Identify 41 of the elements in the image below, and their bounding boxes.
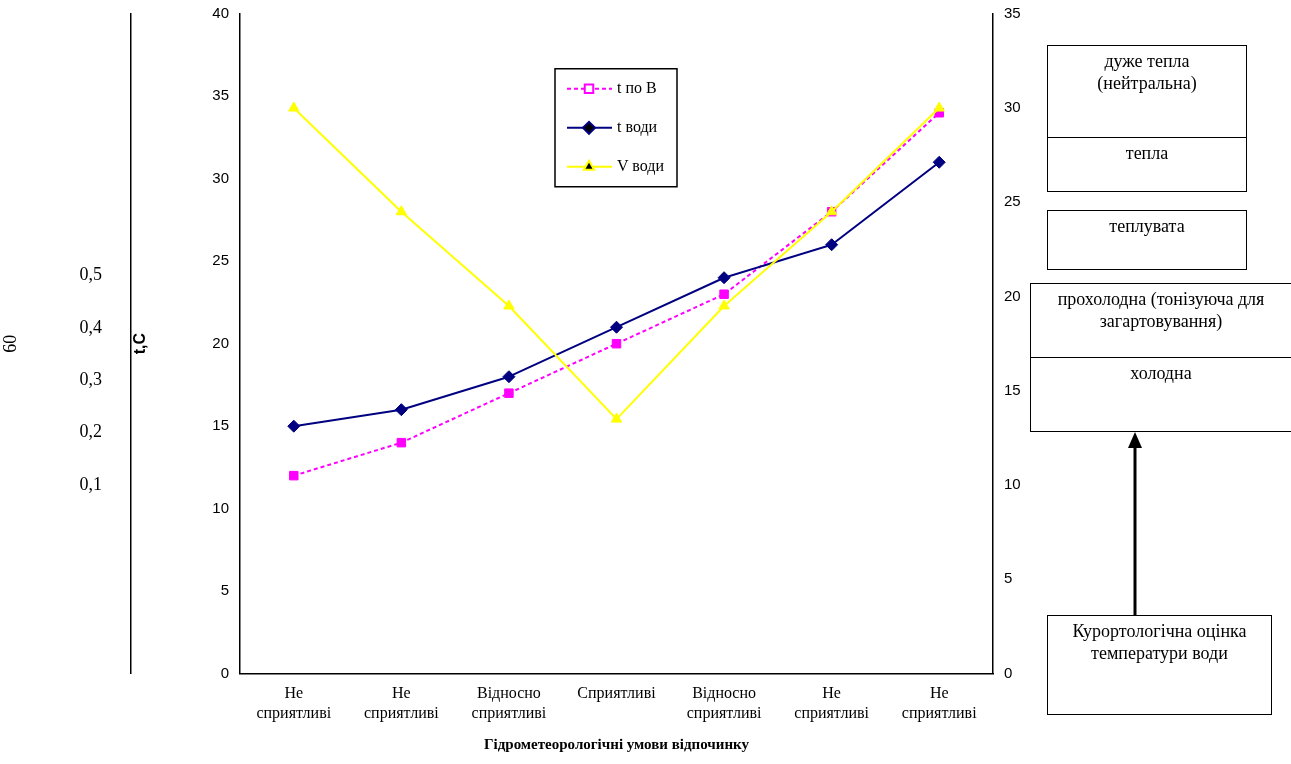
x-tick-label: Не сприятливі — [363, 684, 440, 722]
text: холодна — [1031, 356, 1291, 432]
legend-label: t по В — [617, 79, 657, 96]
text: прохолодна (тонізуюча для загартовування) — [1056, 288, 1266, 333]
y-tick-label: 5 — [220, 581, 229, 599]
x-tick-label: Відносно сприятливі — [686, 684, 762, 722]
y3-tick-label: 0,1 — [79, 473, 102, 494]
text: теплувата — [1048, 211, 1246, 270]
text: дуже тепла (нейтральна) — [1096, 50, 1198, 95]
x-tick-label: Не сприятливі — [794, 684, 870, 722]
y-tick-label: 40 — [212, 3, 229, 21]
legend-label: t води — [617, 118, 658, 136]
x-tick-label: Сприятливі — [577, 684, 657, 703]
y2-tick-label: 5 — [1004, 569, 1013, 587]
y2-tick-label: 15 — [1004, 380, 1021, 398]
text: Курортологічна оцінка температури води — [1048, 616, 1271, 715]
y3-tick-label: 0,4 — [79, 316, 102, 337]
y3-axis-title: 60 — [0, 334, 20, 353]
y-tick-label: 10 — [212, 498, 229, 516]
y3-tick-label: 0,5 — [79, 264, 102, 285]
y-tick-label: 25 — [212, 251, 229, 269]
y2-tick-label: 20 — [1004, 286, 1021, 304]
y-tick-label: 30 — [212, 168, 229, 186]
x-tick-label: Відносно сприятливі — [471, 684, 547, 722]
y2-tick-label: 10 — [1004, 475, 1021, 493]
y-tick-label: 35 — [212, 86, 229, 104]
y2-tick-label: 0 — [1004, 663, 1013, 681]
y-tick-label: 0 — [220, 663, 229, 681]
x-axis-title: Гідрометеорологічні умови відпочинку — [483, 735, 750, 752]
y2-tick-label: 25 — [1004, 192, 1021, 210]
x-tick-label: Не сприятливі — [901, 684, 978, 722]
y3-tick-label: 0,3 — [79, 369, 102, 390]
y2-tick-label: 35 — [1004, 3, 1021, 21]
y2-tick-label: 30 — [1004, 98, 1021, 116]
legend-label: V води — [617, 157, 665, 175]
x-tick-label: Не сприятливі — [256, 684, 332, 722]
y-tick-label: 15 — [212, 416, 229, 434]
y3-tick-label: 0,2 — [79, 421, 102, 442]
text: тепла — [1048, 136, 1246, 192]
y-axis-title: t,C — [131, 332, 149, 355]
y-tick-label: 20 — [212, 333, 229, 351]
